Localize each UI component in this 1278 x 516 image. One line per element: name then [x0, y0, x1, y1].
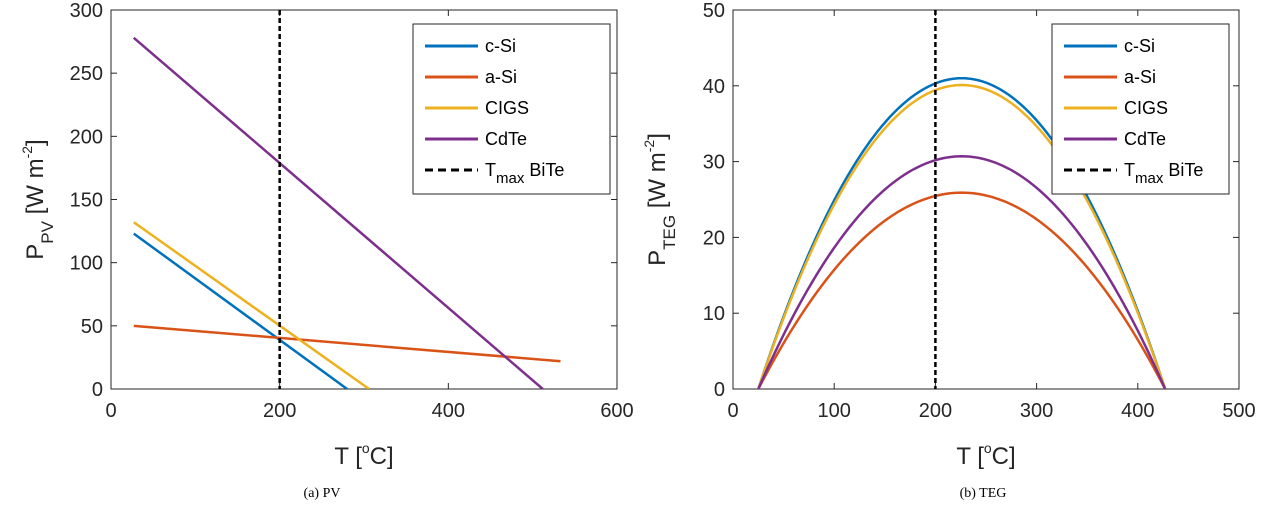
x-tick-label: 400 [432, 400, 465, 422]
x-axis-label-sup: o [362, 440, 370, 456]
series-line-CdTe [757, 155, 1167, 389]
legend-tmax-main: T [1124, 160, 1135, 180]
y-tick-label: 250 [70, 63, 103, 85]
legend-label: c-Si [1124, 36, 1155, 56]
y-axis-label-sub: TEG [660, 215, 679, 250]
x-axis-label: T [oC] [334, 440, 393, 470]
legend-label: a-Si [1124, 67, 1156, 87]
legend-tmax-sub: max [496, 170, 525, 187]
y-axis-label-rest: [W m [22, 158, 49, 221]
x-tick-label: 200 [919, 400, 952, 422]
y-tick-label: 30 [703, 152, 725, 174]
legend-label-tmax: Tmax BiTe [485, 160, 564, 187]
x-tick-label: 500 [1222, 400, 1255, 422]
x-axis-label-main: T [ [334, 443, 362, 470]
legend-label: CdTe [1124, 129, 1166, 149]
y-axis-label-sub: PV [38, 220, 57, 243]
x-axis-label: T [oC] [956, 440, 1015, 470]
y-axis-label-main: P [22, 244, 49, 260]
x-tick-label: 200 [263, 400, 296, 422]
legend-tmax-sub: max [1135, 170, 1164, 187]
series-line-c-Si [133, 232, 348, 389]
x-tick-label: 0 [105, 400, 116, 422]
y-tick-label: 20 [703, 227, 725, 249]
legend-tmax-main: T [485, 160, 496, 180]
y-axis-label: PPV [W m-2] [19, 139, 57, 259]
legend-label-tmax: Tmax BiTe [1124, 160, 1203, 187]
x-axis-label-rest: C] [370, 443, 394, 470]
legend-label: CdTe [485, 129, 527, 149]
y-axis-label-rest: [W m [644, 152, 671, 215]
y-axis-label-main: P [644, 250, 671, 266]
x-axis-label-main: T [ [956, 443, 984, 470]
x-tick-label: 400 [1121, 400, 1154, 422]
y-tick-label: 150 [70, 190, 103, 212]
series-line-a-Si [133, 324, 561, 363]
y-tick-label: 50 [81, 316, 103, 338]
y-tick-label: 0 [92, 379, 103, 401]
y-tick-label: 0 [714, 379, 725, 401]
y-axis-label-sup: -2 [19, 146, 35, 159]
y-tick-label: 300 [70, 0, 103, 22]
y-axis-label-end: ] [22, 139, 49, 146]
legend-label: a-Si [485, 67, 517, 87]
legend-label: c-Si [485, 36, 516, 56]
legend-tmax-suffix: BiTe [1163, 160, 1203, 180]
series-line-CdTe [132, 36, 544, 389]
chart-teg: 0 100 200 300 400 500 0 10 20 30 40 50 c-Si a-Si CIGS C… [641, 0, 1256, 501]
y-tick-label: 50 [703, 0, 725, 22]
chart-pv: 0 200 400 600 0 50 100 150 200 250 300 c-Si a-Si CIGS… [19, 0, 634, 501]
y-tick-label: 10 [703, 303, 725, 325]
x-tick-label: 100 [818, 400, 851, 422]
x-axis-label-sup: o [984, 440, 992, 456]
legend-label: CIGS [1124, 98, 1168, 118]
legend-label: CIGS [485, 98, 529, 118]
x-tick-label: 300 [1020, 400, 1053, 422]
figure-caption: (b) TEG [960, 486, 1007, 501]
series-line-CIGS [757, 83, 1167, 389]
series-line-CIGS [133, 221, 370, 389]
figure-caption: (a) PV [304, 486, 341, 501]
x-axis-label-rest: C] [992, 443, 1016, 470]
y-axis-label-sup: -2 [641, 140, 657, 153]
series-line-c-Si [757, 76, 1167, 389]
y-axis-label: PTEG [W m-2] [641, 133, 679, 266]
legend-tmax-suffix: BiTe [524, 160, 564, 180]
y-tick-label: 100 [70, 253, 103, 275]
y-tick-label: 40 [703, 76, 725, 98]
x-tick-label: 600 [600, 400, 633, 422]
legend: c-Si a-Si CIGS CdTe Tmax BiTe [412, 23, 611, 195]
y-axis-label-end: ] [644, 133, 671, 140]
series-line-a-Si [757, 191, 1167, 389]
y-tick-label: 200 [70, 126, 103, 148]
x-tick-label: 0 [727, 400, 738, 422]
legend: c-Si a-Si CIGS CdTe Tmax BiTe [1051, 23, 1230, 195]
